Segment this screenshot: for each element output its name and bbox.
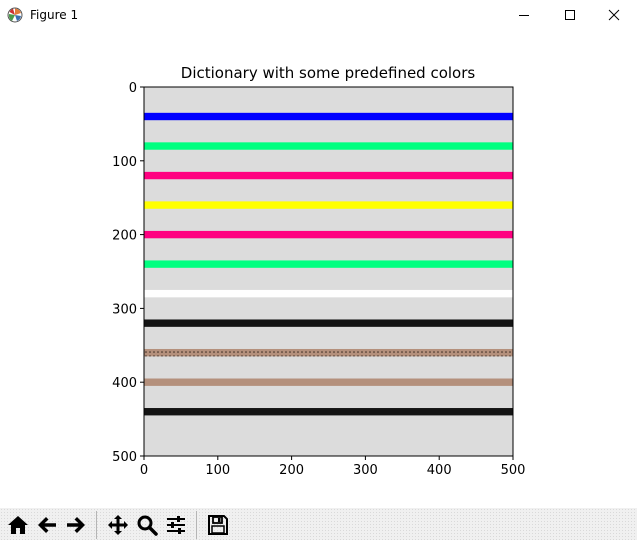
back-button[interactable] — [33, 512, 61, 538]
color-stripe — [144, 230, 513, 239]
x-tick-label: 200 — [279, 463, 304, 478]
close-icon — [608, 9, 620, 21]
home-button[interactable] — [4, 512, 32, 538]
arrow-left-icon — [38, 517, 56, 533]
plot-image: Dictionary with some predefined colors 0… — [112, 64, 525, 478]
x-tick-label: 400 — [427, 463, 452, 478]
save-button[interactable] — [204, 512, 232, 538]
color-stripe — [144, 378, 513, 386]
color-stripe — [144, 171, 513, 180]
figure-canvas[interactable]: Dictionary with some predefined colors 0… — [0, 30, 637, 508]
y-tick-label: 300 — [112, 302, 137, 317]
y-tick-label: 400 — [112, 376, 137, 391]
toolbar-separator — [96, 511, 97, 539]
pan-button[interactable] — [104, 512, 132, 538]
chart-title: Dictionary with some predefined colors — [181, 64, 476, 82]
y-tick-label: 500 — [112, 450, 137, 465]
y-tick-label: 200 — [112, 229, 137, 244]
color-stripe — [144, 112, 513, 121]
matplotlib-icon — [7, 7, 23, 23]
color-stripe — [144, 201, 513, 209]
forward-button[interactable] — [62, 512, 90, 538]
axes-frame — [143, 86, 514, 457]
stripe-dot-texture — [144, 348, 513, 357]
window-title: Figure 1 — [30, 8, 79, 22]
home-icon — [8, 516, 28, 534]
color-stripe — [144, 289, 513, 298]
x-tick-label: 100 — [205, 463, 230, 478]
color-stripe — [144, 260, 513, 268]
x-tick-label: 0 — [140, 463, 148, 478]
maximize-icon — [565, 10, 575, 20]
x-tick-label: 500 — [501, 463, 526, 478]
toolbar-separator — [196, 511, 197, 539]
navigation-toolbar — [0, 508, 637, 540]
minimize-icon — [519, 15, 529, 16]
color-stripe — [144, 319, 513, 327]
subplots-button[interactable] — [162, 512, 190, 538]
magnifier-icon — [137, 515, 158, 536]
move-icon — [108, 515, 128, 535]
arrow-right-icon — [67, 517, 85, 533]
image-layer — [144, 87, 513, 456]
color-stripe — [144, 142, 513, 150]
x-tick-label: 300 — [353, 463, 378, 478]
minimize-button[interactable] — [501, 0, 547, 30]
close-button[interactable] — [591, 0, 637, 30]
y-tick-label: 100 — [112, 155, 137, 170]
sliders-icon — [167, 516, 185, 534]
floppy-disk-icon — [208, 515, 228, 535]
zoom-button[interactable] — [133, 512, 161, 538]
y-tick-label: 0 — [129, 81, 137, 96]
window-titlebar: Figure 1 — [0, 0, 637, 30]
color-stripe — [144, 408, 513, 416]
maximize-button[interactable] — [547, 0, 593, 30]
